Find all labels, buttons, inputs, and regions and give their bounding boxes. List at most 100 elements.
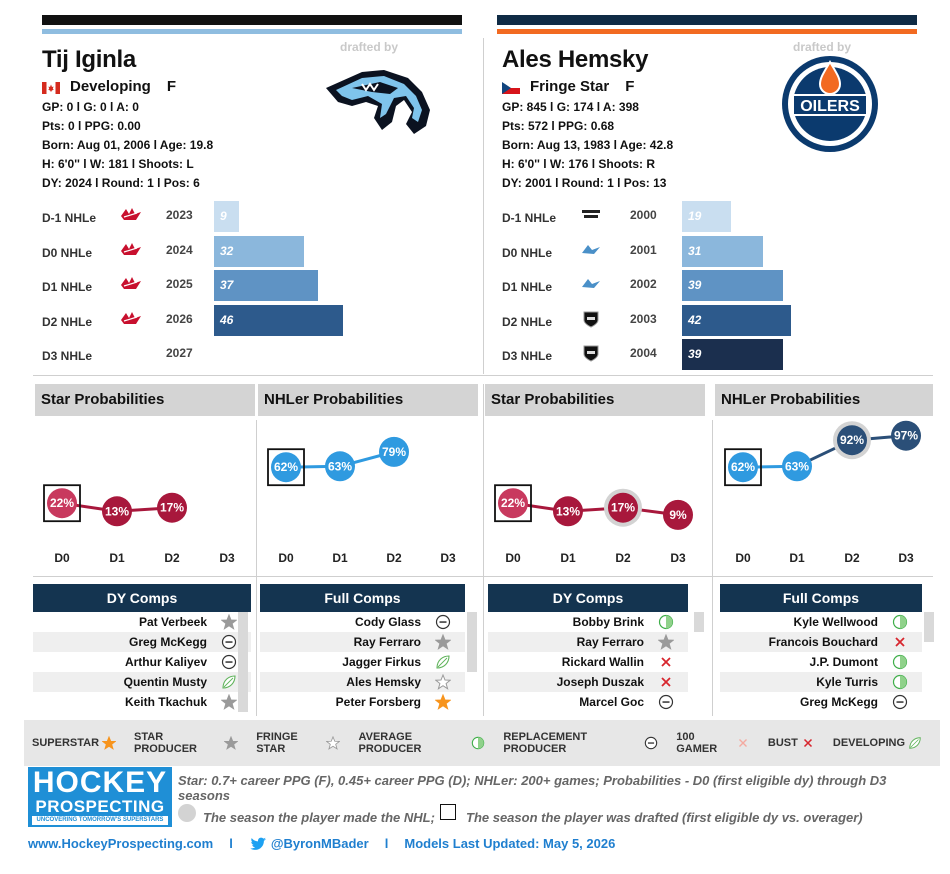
comp-row[interactable]: Pat Verbeek bbox=[33, 612, 251, 632]
right-nhle-value: 42 bbox=[688, 312, 702, 327]
probability-point bbox=[663, 499, 693, 530]
probability-label: 17% bbox=[160, 501, 184, 515]
panel-header-nhler-left: NHLer Probabilities bbox=[258, 384, 478, 416]
comp-row[interactable]: Greg McKegg bbox=[720, 692, 922, 712]
models-updated: Models Last Updated: May 5, 2026 bbox=[404, 836, 616, 851]
right-nhle-year: 2003 bbox=[630, 311, 657, 326]
legend-label: FRINGE STAR bbox=[256, 731, 298, 755]
comp-row[interactable]: Joseph Duszak bbox=[488, 672, 688, 692]
comp-row[interactable]: Jagger Firkus bbox=[260, 652, 465, 672]
comp-player-name: Arthur Kaliyev bbox=[124, 655, 207, 669]
probability-label: 97% bbox=[894, 429, 918, 443]
left-nhle-label: D3 NHLe bbox=[42, 349, 93, 363]
left-nhle-year: 2023 bbox=[166, 208, 193, 222]
right-nhle-chart: D-1 NHLe 2000 19 D0 NHLe 2001 31 D1 NHLe 2002 39… bbox=[502, 200, 922, 376]
left-nhle-value: 37 bbox=[220, 278, 234, 292]
comps-header: DY Comps bbox=[33, 584, 251, 612]
star-producer-icon bbox=[657, 633, 675, 650]
panel-divider bbox=[483, 384, 484, 716]
left-nhle-bar: 9 bbox=[214, 201, 240, 232]
probability-point bbox=[782, 451, 812, 482]
comp-player-name: Francois Bouchard bbox=[768, 635, 878, 649]
league-logo-icon bbox=[580, 206, 602, 227]
right-status: Fringe Star bbox=[530, 78, 610, 95]
league-logo-icon bbox=[580, 275, 602, 296]
average-icon bbox=[471, 736, 485, 750]
comp-row[interactable]: Rickard Wallin bbox=[488, 652, 688, 672]
panel-header-star-left: Star Probabilities bbox=[35, 384, 255, 416]
x-axis-tick-label: D2 bbox=[615, 551, 631, 565]
scrollbar[interactable] bbox=[924, 612, 934, 642]
right-nhle-year: 2004 bbox=[630, 346, 657, 360]
canada-flag-icon bbox=[42, 81, 60, 94]
star-probabilities-chart-left: 22% 13% 17% D0 D1 D2 D3 bbox=[43, 484, 235, 565]
left-nhle-bar: 46 bbox=[214, 304, 343, 336]
left-drafted-by: drafted by bbox=[340, 40, 399, 54]
league-logo-icon bbox=[120, 275, 142, 296]
brand-tagline: UNCOVERING TOMORROW'S SUPERSTARS bbox=[32, 816, 168, 825]
left-nhle-year: 2024 bbox=[166, 242, 193, 257]
comp-row[interactable]: Cody Glass bbox=[260, 612, 465, 632]
x-axis-tick-label: D2 bbox=[386, 551, 402, 565]
comp-row[interactable]: Ray Ferraro bbox=[260, 632, 465, 652]
right-drafted-by: drafted by bbox=[793, 40, 852, 54]
czech-flag-icon bbox=[502, 81, 520, 94]
developing-icon bbox=[908, 736, 922, 750]
panel-header-nhler-right: NHLer Probabilities bbox=[715, 384, 933, 416]
scrollbar[interactable] bbox=[467, 612, 477, 672]
comp-row[interactable]: Ales Hemsky bbox=[260, 672, 465, 692]
x-axis-tick-label: D2 bbox=[844, 551, 860, 565]
probability-label: 92% bbox=[840, 433, 864, 447]
comp-row[interactable]: Arthur Kaliyev bbox=[33, 652, 251, 672]
right-nhle-label: D1 NHLe bbox=[502, 280, 553, 294]
comp-row[interactable]: Greg McKegg bbox=[33, 632, 251, 652]
right-nhle-label: D0 NHLe bbox=[502, 245, 553, 260]
replacement-icon bbox=[221, 634, 237, 650]
scrollbar[interactable] bbox=[238, 612, 248, 712]
x-axis-tick-label: D1 bbox=[789, 551, 805, 565]
legend-item: 100 GAMER bbox=[676, 731, 750, 755]
stat-line: Born: Aug 13, 1983 l Age: 42.8 bbox=[502, 138, 674, 152]
probability-label: 63% bbox=[785, 459, 809, 473]
comp-row[interactable]: Ray Ferraro bbox=[488, 632, 688, 652]
comp-player-name: Marcel Goc bbox=[579, 695, 644, 709]
right-player-name: Ales Hemsky bbox=[502, 46, 649, 73]
comp-row[interactable]: J.P. Dumont bbox=[720, 652, 922, 672]
comps-header: Full Comps bbox=[720, 584, 922, 612]
star-producer-icon bbox=[220, 613, 238, 630]
comp-row[interactable]: Kyle Turris bbox=[720, 672, 922, 692]
comp-row[interactable]: Keith Tkachuk bbox=[33, 692, 251, 712]
comp-row[interactable]: Bobby Brink bbox=[488, 612, 688, 632]
full-comps-right: Full Comps Kyle Wellwood Francois Bouchard… bbox=[720, 584, 922, 712]
comp-player-name: Greg McKegg bbox=[799, 695, 878, 709]
scrollbar[interactable] bbox=[694, 612, 704, 632]
website-link[interactable]: www.HockeyProspecting.com bbox=[28, 836, 214, 851]
100-gamer-icon bbox=[736, 736, 750, 750]
comp-player-name: Joseph Duszak bbox=[556, 675, 644, 689]
left-stats: GP: 0 l G: 0 l A: 0 Pts: 0 l PPG: 0.00 B… bbox=[42, 98, 213, 193]
left-nhle-year: 2027 bbox=[166, 346, 193, 360]
panel-header-star-right: Star Probabilities bbox=[485, 384, 705, 416]
comp-row[interactable]: Marcel Goc bbox=[488, 692, 688, 712]
twitter-handle-link[interactable]: @ByronMBader bbox=[270, 836, 369, 851]
x-axis-tick-label: D3 bbox=[219, 551, 235, 565]
left-top-bar bbox=[42, 15, 462, 25]
legend-label: BUST bbox=[767, 737, 798, 749]
stat-line: DY: 2024 l Round: 1 l Pos: 6 bbox=[42, 176, 200, 190]
comp-row[interactable]: Francois Bouchard bbox=[720, 632, 922, 652]
brand-line1: HOCKEY bbox=[32, 766, 168, 799]
x-axis-tick-label: D1 bbox=[332, 551, 348, 565]
legend-label: REPLACEMENT PRODUCER bbox=[503, 731, 588, 755]
footer: www.HockeyProspecting.com l @ByronMBader… bbox=[28, 836, 615, 851]
bust-icon bbox=[658, 654, 674, 670]
probability-point bbox=[271, 452, 301, 483]
comp-row[interactable]: Peter Forsberg bbox=[260, 692, 465, 712]
x-axis-tick-label: D3 bbox=[898, 551, 914, 565]
utah-mammoth-logo bbox=[322, 66, 434, 143]
comp-row[interactable]: Quentin Musty bbox=[33, 672, 251, 692]
comp-row[interactable]: Kyle Wellwood bbox=[720, 612, 922, 632]
right-nhle-label: D2 NHLe bbox=[502, 314, 553, 329]
probability-point bbox=[891, 420, 921, 451]
right-nhle-bar: 39 bbox=[682, 339, 784, 370]
probability-label: 9% bbox=[669, 508, 687, 522]
